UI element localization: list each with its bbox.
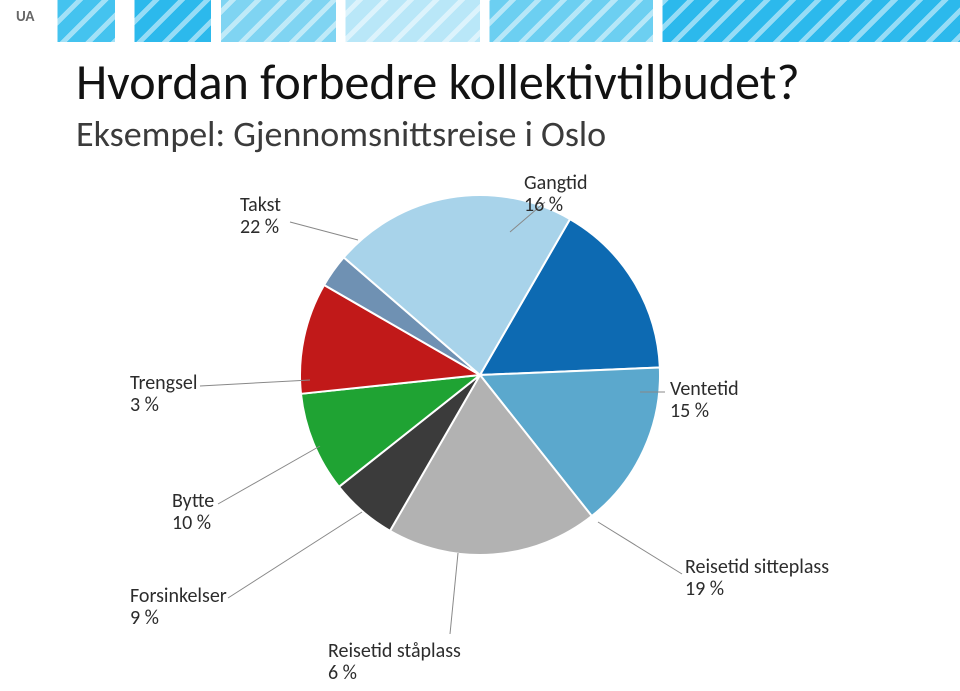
- pie-label-pct: 6 %: [328, 662, 461, 684]
- pie-label-text: Gangtid: [524, 171, 587, 195]
- leader-line-trengsel: [200, 380, 310, 386]
- pie-label-pct: 10 %: [172, 512, 214, 534]
- pie-label-text: Ventetid: [670, 377, 739, 401]
- pie-label-takst: Takst22 %: [240, 194, 281, 238]
- pie-label-pct: 22 %: [240, 216, 281, 238]
- pie-label-pct: 15 %: [670, 400, 739, 422]
- page-subtitle: Eksempel: Gjennomsnittsreise i Oslo: [76, 112, 606, 156]
- pie-label-text: Bytte: [172, 489, 214, 513]
- pie-label-pct: 3 %: [130, 394, 197, 416]
- pie-label-staplass: Reisetid ståplass6 %: [328, 640, 461, 684]
- pie-label-text: Trengsel: [130, 371, 197, 395]
- pie-label-text: Reisetid sitteplass: [685, 555, 829, 579]
- pie-label-text: Reisetid ståplass: [328, 639, 461, 663]
- pie-label-pct: 9 %: [130, 607, 227, 629]
- pie-label-text: Forsinkelser: [130, 584, 227, 608]
- pie-label-forsink: Forsinkelser9 %: [130, 585, 227, 629]
- leader-line-staplass: [450, 553, 458, 634]
- pie-label-trengsel: Trengsel3 %: [130, 372, 197, 416]
- pie-chart: [300, 195, 660, 555]
- pie-label-gangtid: Gangtid16 %: [524, 172, 587, 216]
- pie-label-sitteplass: Reisetid sitteplass19 %: [685, 556, 829, 600]
- ua-logo: UA: [10, 6, 40, 28]
- pie-label-pct: 16 %: [524, 194, 587, 216]
- page-title: Hvordan forbedre kollektivtilbudet?: [76, 52, 800, 113]
- header-banner: [0, 0, 960, 42]
- pie-label-text: Takst: [240, 193, 281, 217]
- pie-label-bytte: Bytte10 %: [172, 490, 214, 534]
- pie-label-ventetid: Ventetid15 %: [670, 378, 739, 422]
- pie-label-pct: 19 %: [685, 578, 829, 600]
